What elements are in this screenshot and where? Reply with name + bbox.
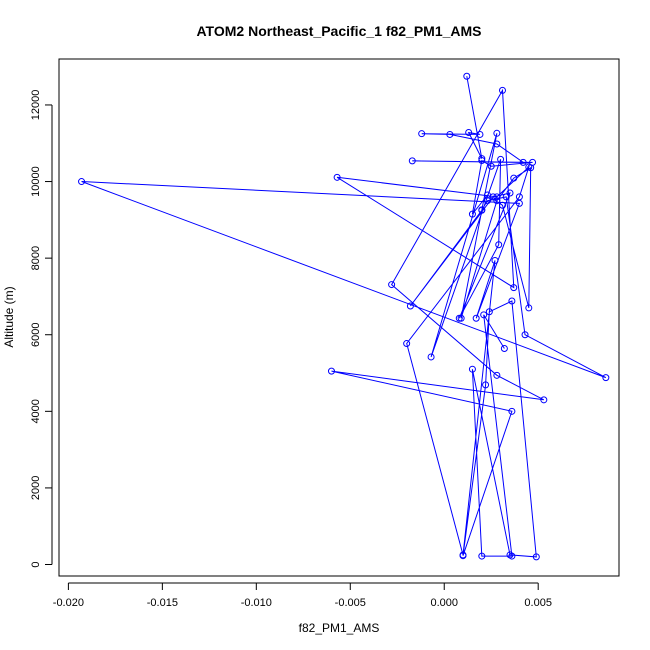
- x-tick-label: -0.010: [241, 597, 272, 609]
- x-axis-label: f82_PM1_AMS: [299, 621, 380, 635]
- data-point: [521, 331, 529, 339]
- data-point: [472, 314, 480, 322]
- data-point: [465, 129, 473, 137]
- data-point: [480, 311, 488, 319]
- data-point: [506, 551, 514, 559]
- data-point: [487, 162, 495, 170]
- data-point: [532, 553, 540, 561]
- data-point: [493, 140, 501, 148]
- x-tick-label: -0.005: [335, 597, 366, 609]
- data-point: [602, 374, 610, 382]
- data-point: [455, 314, 463, 322]
- data-point: [403, 340, 411, 348]
- data-point: [406, 302, 414, 310]
- data-point: [463, 72, 471, 80]
- data-point: [519, 158, 527, 166]
- data-point: [493, 371, 501, 379]
- data-point: [493, 193, 501, 201]
- data-point: [489, 193, 497, 201]
- data-point: [502, 193, 510, 201]
- data-point: [515, 199, 523, 207]
- data-point: [457, 314, 465, 322]
- data-point: [540, 396, 548, 404]
- data-point: [427, 353, 435, 361]
- data-point: [478, 552, 486, 560]
- data-point: [327, 367, 335, 375]
- data-point: [493, 197, 501, 205]
- data-point: [525, 163, 533, 171]
- data-point: [493, 129, 501, 137]
- y-tick-label: 4000: [30, 399, 42, 423]
- y-tick-label: 10000: [30, 166, 42, 197]
- data-point: [478, 156, 486, 164]
- data-point: [478, 155, 486, 163]
- y-tick-label: 6000: [30, 322, 42, 346]
- data-point: [388, 281, 396, 289]
- plot-frame: [58, 58, 620, 577]
- data-point: [515, 193, 523, 201]
- data-point: [418, 130, 426, 138]
- y-tick-label: 8000: [30, 246, 42, 270]
- data-point: [500, 345, 508, 353]
- chart-title: ATOM2 Northeast_Pacific_1 f82_PM1_AMS: [196, 23, 481, 39]
- data-point: [408, 157, 416, 165]
- x-tick-label: 0.005: [524, 597, 552, 609]
- series-line: [81, 76, 607, 558]
- data-point: [495, 241, 503, 249]
- y-tick-label: 12000: [30, 90, 42, 121]
- data-point: [498, 86, 506, 94]
- y-tick-label: 0: [30, 561, 42, 567]
- x-tick-label: -0.015: [147, 597, 178, 609]
- x-tick-label: 0.000: [430, 597, 458, 609]
- data-point: [508, 407, 516, 415]
- y-axis: 0 2000 4000 6000 8000 10000 12000: [30, 90, 53, 568]
- data-point: [485, 308, 493, 316]
- data-point: [468, 210, 476, 218]
- data-point: [491, 256, 499, 264]
- data-point: [333, 173, 341, 181]
- data-point: [78, 178, 86, 186]
- data-point: [508, 552, 516, 560]
- plot-series: [78, 72, 610, 561]
- data-point: [483, 197, 491, 205]
- data-point: [459, 552, 467, 560]
- x-axis: -0.020 -0.015 -0.010 -0.005 0.000 0.005: [53, 582, 552, 609]
- x-tick-label: -0.020: [53, 597, 84, 609]
- data-point: [508, 297, 516, 305]
- data-point: [510, 284, 518, 292]
- data-point: [478, 206, 486, 214]
- data-point: [506, 189, 514, 197]
- data-point: [482, 381, 490, 389]
- data-point: [498, 201, 506, 209]
- data-point: [446, 130, 454, 138]
- data-point: [510, 174, 518, 182]
- y-tick-label: 2000: [30, 476, 42, 500]
- data-point: [497, 155, 505, 163]
- y-axis-label: Altitude (m): [2, 286, 16, 347]
- data-point: [476, 130, 484, 138]
- data-point: [468, 365, 476, 373]
- data-point: [525, 304, 533, 312]
